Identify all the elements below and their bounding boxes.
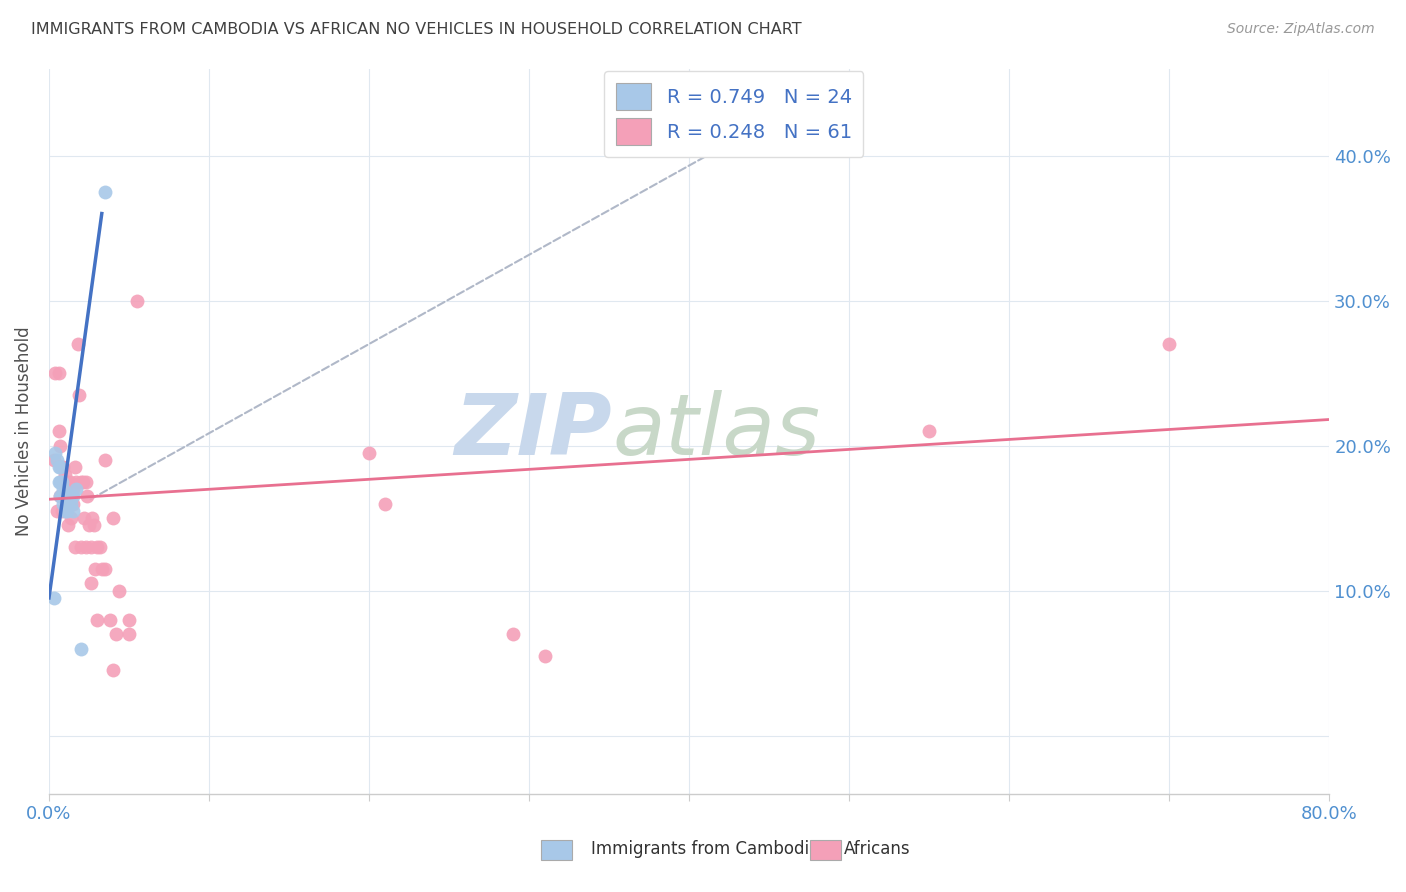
Point bbox=[49, 475, 72, 489]
Point bbox=[46, 504, 69, 518]
Point bbox=[53, 489, 76, 503]
Point bbox=[79, 576, 101, 591]
Point bbox=[56, 497, 79, 511]
Point bbox=[55, 504, 77, 518]
Point bbox=[51, 489, 73, 503]
Point bbox=[65, 482, 87, 496]
Point bbox=[94, 453, 117, 467]
Point bbox=[70, 540, 93, 554]
Point bbox=[86, 613, 108, 627]
Legend: R = 0.749   N = 24, R = 0.248   N = 61: R = 0.749 N = 24, R = 0.248 N = 61 bbox=[605, 71, 863, 157]
Point bbox=[42, 591, 65, 605]
Point bbox=[55, 497, 77, 511]
Point bbox=[70, 641, 93, 656]
Point bbox=[101, 664, 124, 678]
Point bbox=[67, 388, 90, 402]
Point bbox=[59, 489, 82, 503]
Point bbox=[534, 648, 557, 663]
Point bbox=[357, 446, 380, 460]
Point bbox=[118, 613, 141, 627]
Point bbox=[59, 475, 82, 489]
Point bbox=[42, 453, 65, 467]
Point bbox=[94, 185, 117, 199]
Point bbox=[94, 562, 117, 576]
Point bbox=[374, 497, 396, 511]
Point bbox=[59, 497, 82, 511]
Text: Immigrants from Cambodia: Immigrants from Cambodia bbox=[591, 840, 818, 858]
Point bbox=[52, 497, 75, 511]
Point bbox=[75, 475, 97, 489]
Point bbox=[62, 482, 84, 496]
Point bbox=[70, 475, 93, 489]
Point bbox=[77, 518, 100, 533]
Point bbox=[52, 489, 75, 503]
Point bbox=[90, 562, 112, 576]
Point bbox=[49, 489, 72, 503]
Point bbox=[62, 497, 84, 511]
Point bbox=[65, 475, 87, 489]
Point bbox=[48, 366, 70, 380]
Point bbox=[108, 583, 131, 598]
Point bbox=[79, 540, 101, 554]
Point bbox=[66, 337, 89, 351]
Point bbox=[55, 475, 77, 489]
Point bbox=[60, 511, 83, 525]
Point bbox=[56, 489, 79, 503]
Point bbox=[502, 627, 524, 641]
Point bbox=[46, 453, 69, 467]
Point bbox=[83, 518, 105, 533]
Text: Source: ZipAtlas.com: Source: ZipAtlas.com bbox=[1227, 22, 1375, 37]
Point bbox=[49, 460, 72, 475]
Point bbox=[63, 460, 86, 475]
Point bbox=[44, 366, 66, 380]
Point bbox=[84, 562, 107, 576]
Point bbox=[48, 460, 70, 475]
Point bbox=[44, 446, 66, 460]
Point bbox=[76, 489, 98, 503]
Y-axis label: No Vehicles in Household: No Vehicles in Household bbox=[15, 326, 32, 536]
Point bbox=[98, 613, 121, 627]
Text: IMMIGRANTS FROM CAMBODIA VS AFRICAN NO VEHICLES IN HOUSEHOLD CORRELATION CHART: IMMIGRANTS FROM CAMBODIA VS AFRICAN NO V… bbox=[31, 22, 801, 37]
Point bbox=[101, 511, 124, 525]
Point bbox=[72, 475, 94, 489]
Point bbox=[86, 540, 108, 554]
Point bbox=[118, 627, 141, 641]
Point bbox=[60, 497, 83, 511]
Point bbox=[105, 627, 128, 641]
Text: Africans: Africans bbox=[844, 840, 910, 858]
Point bbox=[48, 424, 70, 438]
Point bbox=[53, 504, 76, 518]
Point bbox=[51, 475, 73, 489]
Point bbox=[62, 489, 84, 503]
Point bbox=[51, 504, 73, 518]
Point bbox=[53, 489, 76, 503]
Text: atlas: atlas bbox=[612, 390, 820, 473]
Point bbox=[56, 518, 79, 533]
Point bbox=[73, 511, 96, 525]
Point bbox=[48, 475, 70, 489]
Point bbox=[62, 504, 84, 518]
Point bbox=[55, 489, 77, 503]
Point bbox=[1159, 337, 1181, 351]
Point bbox=[63, 540, 86, 554]
Point bbox=[89, 540, 111, 554]
Text: ZIP: ZIP bbox=[454, 390, 612, 473]
Point bbox=[49, 439, 72, 453]
Point bbox=[82, 511, 104, 525]
Point bbox=[52, 482, 75, 496]
Point bbox=[49, 489, 72, 503]
Point bbox=[53, 467, 76, 482]
Point bbox=[51, 460, 73, 475]
Point bbox=[60, 489, 83, 503]
Point bbox=[75, 540, 97, 554]
Point bbox=[918, 424, 941, 438]
Point bbox=[52, 460, 75, 475]
Point bbox=[125, 293, 148, 308]
